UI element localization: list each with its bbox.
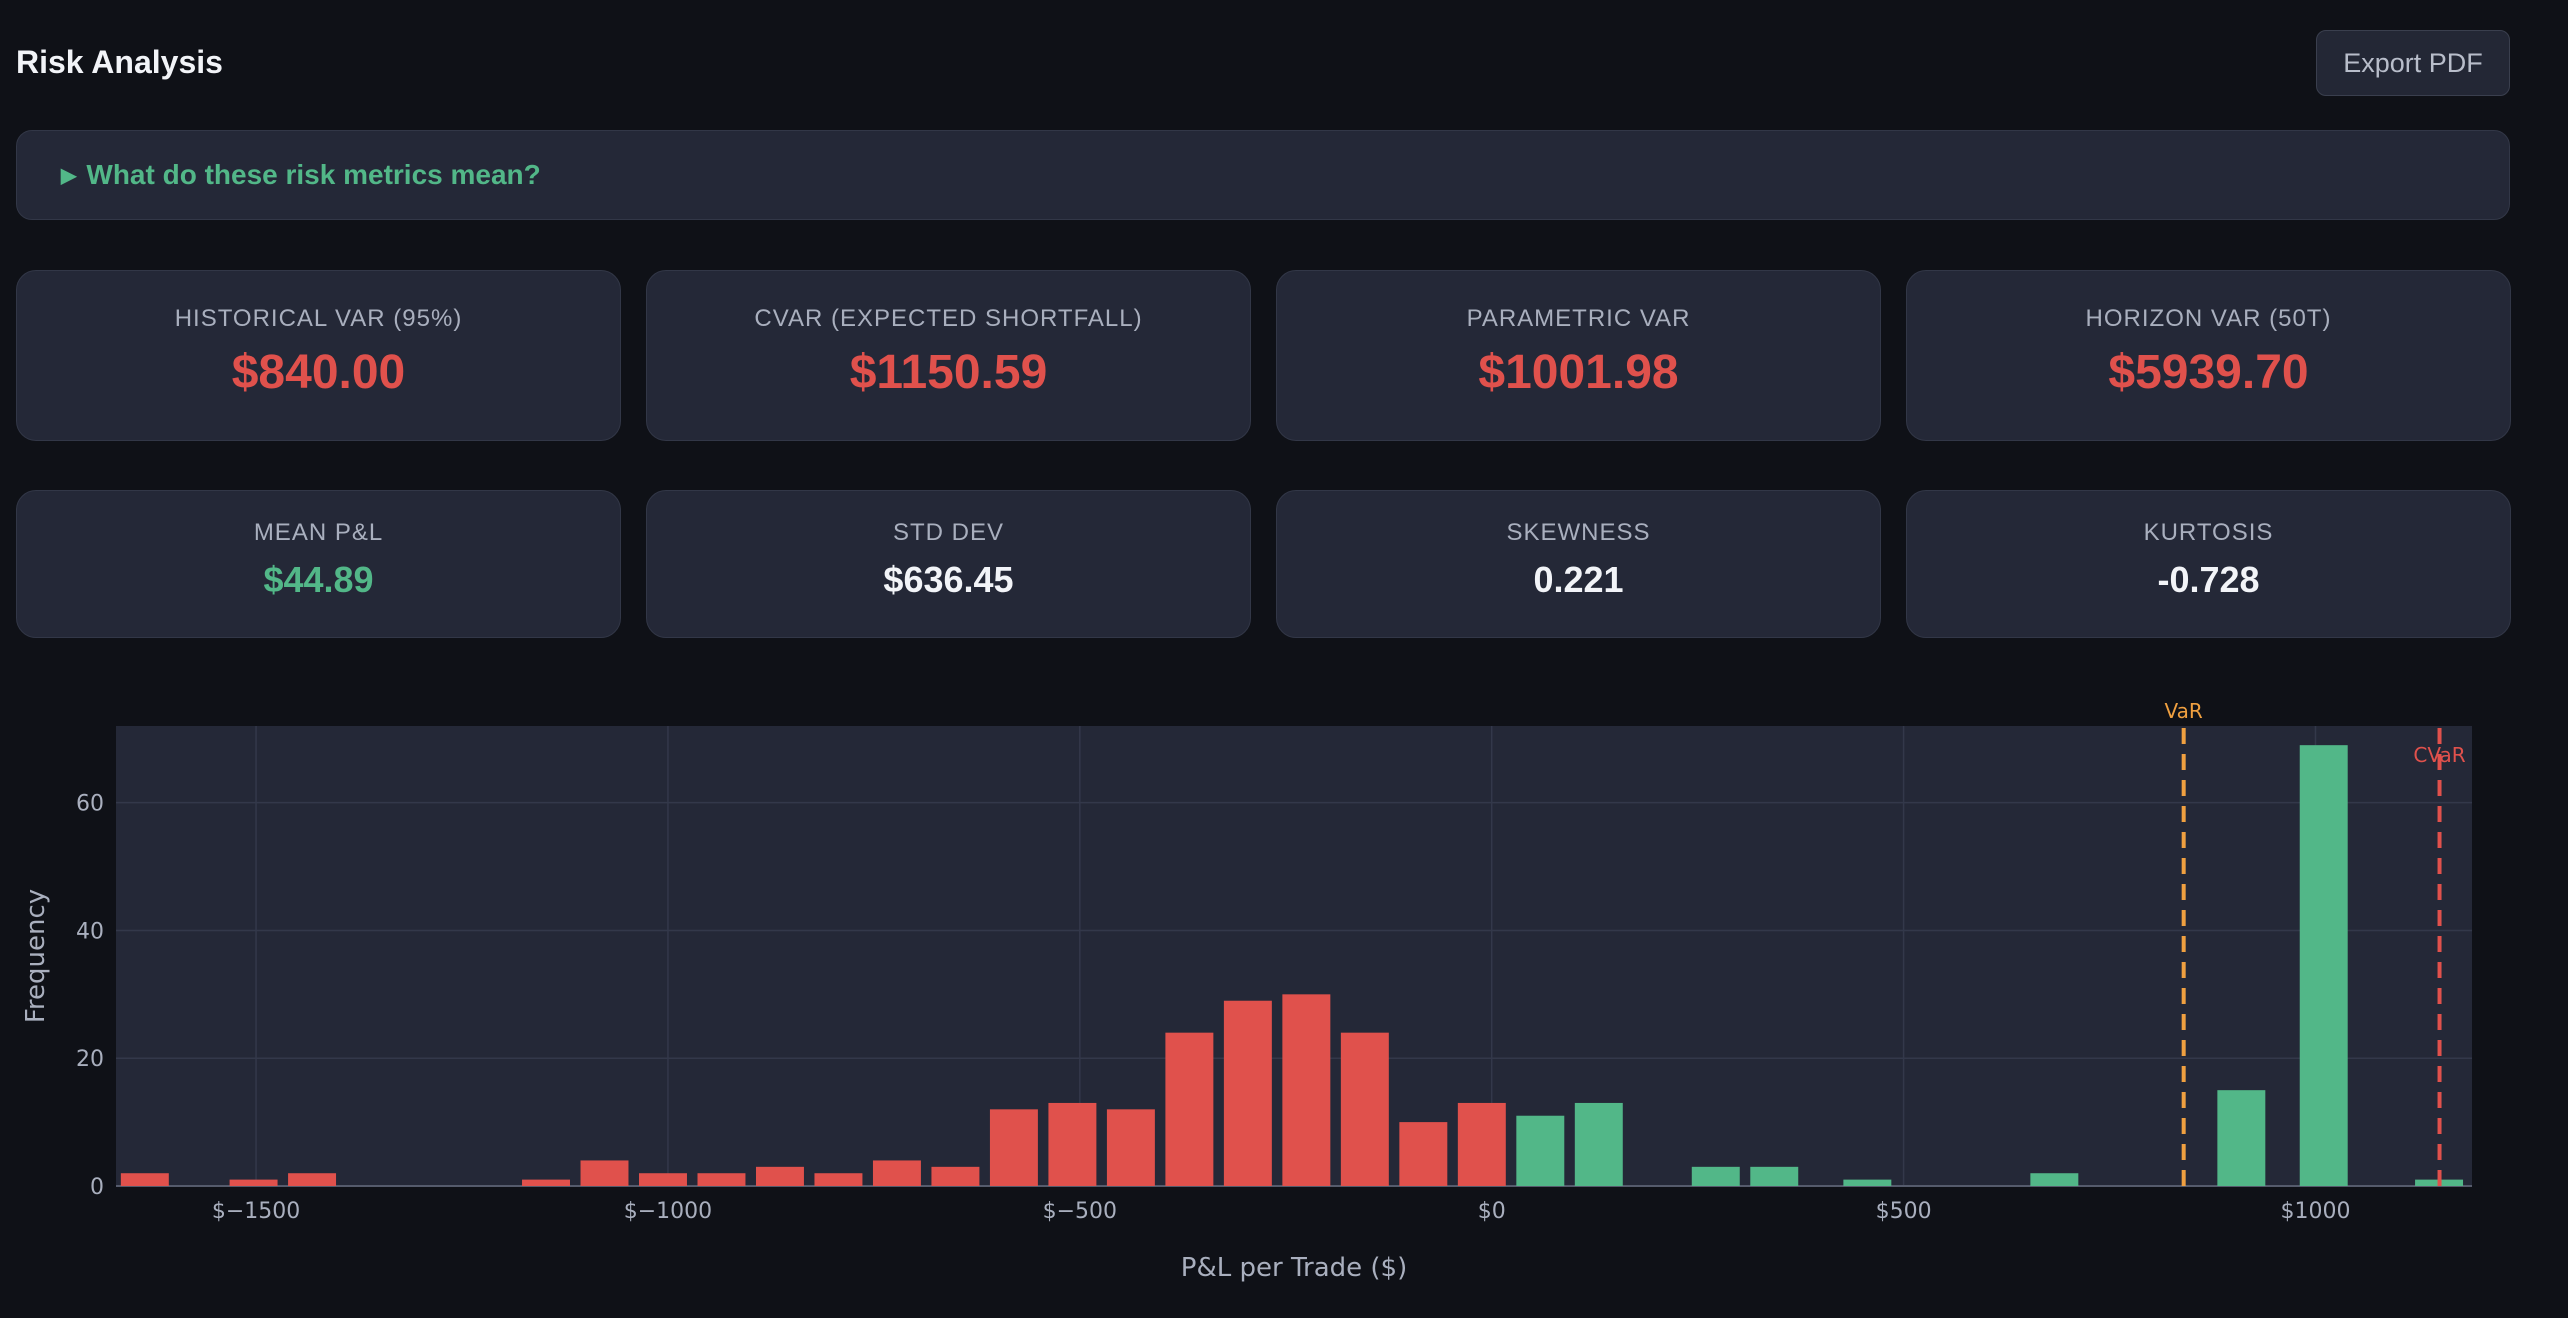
metric-card-skewness: SKEWNESS 0.221 <box>1276 490 1881 638</box>
metric-label: CVAR (EXPECTED SHORTFALL) <box>754 305 1143 332</box>
histogram-bar <box>1340 1032 1389 1186</box>
metric-label: PARAMETRIC VAR <box>1466 305 1691 332</box>
metric-label: HORIZON VAR (50T) <box>2085 305 2332 332</box>
metric-label: MEAN P&L <box>253 519 384 546</box>
metric-card-parametric-var: PARAMETRIC VAR $1001.98 <box>1276 270 1881 441</box>
x-tick-label: $−1500 <box>212 1199 300 1224</box>
histogram-bar <box>120 1173 169 1186</box>
explainer-label: What do these risk metrics mean? <box>86 159 541 190</box>
metric-value: $636.45 <box>883 559 1014 600</box>
metric-value: $1001.98 <box>1478 346 1679 399</box>
y-tick-label: 0 <box>90 1175 104 1200</box>
histogram-bar <box>1691 1166 1740 1186</box>
y-tick-label: 40 <box>76 919 104 944</box>
var-line-label: VaR <box>2165 699 2203 723</box>
histogram-bar <box>522 1179 570 1186</box>
histogram-bar <box>931 1166 980 1186</box>
metric-value: -0.728 <box>2157 559 2260 600</box>
x-axis-title: P&L per Trade ($) <box>1181 1253 1407 1283</box>
metric-value: $1150.59 <box>849 346 1048 399</box>
x-tick-label: $−1000 <box>624 1199 712 1224</box>
risk-metrics-explainer-toggle[interactable]: ▶ What do these risk metrics mean? <box>16 130 2510 220</box>
metric-label: KURTOSIS <box>2143 519 2274 546</box>
histogram-bar <box>2030 1173 2079 1186</box>
histogram-bar <box>872 1160 921 1186</box>
histogram-bar <box>1574 1102 1623 1186</box>
y-tick-label: 60 <box>76 792 104 817</box>
y-tick-label: 20 <box>76 1047 104 1072</box>
metric-card-mean-pnl: MEAN P&L $44.89 <box>16 490 621 638</box>
metric-value: 0.221 <box>1533 559 1624 600</box>
histogram-bar <box>1223 1000 1272 1186</box>
metric-card-cvar: CVAR (EXPECTED SHORTFALL) $1150.59 <box>646 270 1251 441</box>
cvar-line-label: CVaR <box>2413 743 2465 767</box>
histogram-bar <box>814 1173 863 1186</box>
x-tick-label: $1000 <box>2280 1199 2350 1224</box>
triangle-right-icon: ▶ <box>61 164 77 187</box>
histogram-bar <box>1165 1032 1214 1186</box>
metric-card-historical-var: HISTORICAL VAR (95%) $840.00 <box>16 270 621 441</box>
metric-value: $840.00 <box>231 346 406 399</box>
metric-value: $44.89 <box>263 559 374 600</box>
metric-card-horizon-var: HORIZON VAR (50T) $5939.70 <box>1906 270 2511 441</box>
metric-card-kurtosis: KURTOSIS -0.728 <box>1906 490 2511 638</box>
histogram-bar <box>1843 1179 1892 1186</box>
histogram-bar <box>1048 1102 1097 1186</box>
histogram-bar <box>1516 1115 1565 1186</box>
histogram-bar <box>1106 1109 1155 1186</box>
histogram-bar <box>580 1160 629 1186</box>
metric-label: SKEWNESS <box>1506 519 1651 546</box>
histogram-bar <box>1282 994 1331 1186</box>
metric-label: STD DEV <box>892 519 1004 546</box>
histogram-bar <box>288 1173 337 1186</box>
page-title: Risk Analysis <box>16 44 223 80</box>
histogram-bar <box>639 1173 687 1186</box>
export-pdf-button[interactable]: Export PDF <box>2316 30 2510 96</box>
histogram-bar <box>229 1179 278 1186</box>
x-tick-label: $−500 <box>1043 1199 1117 1224</box>
metric-label: HISTORICAL VAR (95%) <box>174 305 463 332</box>
histogram-bar <box>755 1166 804 1186</box>
pnl-histogram-chart: VaR CVaR $−1500 $−1000 $−500 $0 $500 $1000 0 20 40… <box>21 699 2472 1283</box>
metric-value: $5939.70 <box>2108 346 2309 399</box>
y-axis-title: Frequency <box>21 889 51 1023</box>
histogram-bar <box>2217 1090 2266 1186</box>
metric-card-std-dev: STD DEV $636.45 <box>646 490 1251 638</box>
x-tick-label: $0 <box>1478 1199 1506 1224</box>
histogram-bar <box>1750 1166 1799 1186</box>
histogram-bar <box>2299 745 2348 1186</box>
x-tick-label: $500 <box>1876 1199 1932 1224</box>
histogram-bar <box>1457 1102 1506 1186</box>
histogram-bar <box>697 1173 746 1186</box>
histogram-bar <box>1399 1122 1448 1186</box>
histogram-bar <box>989 1109 1038 1186</box>
